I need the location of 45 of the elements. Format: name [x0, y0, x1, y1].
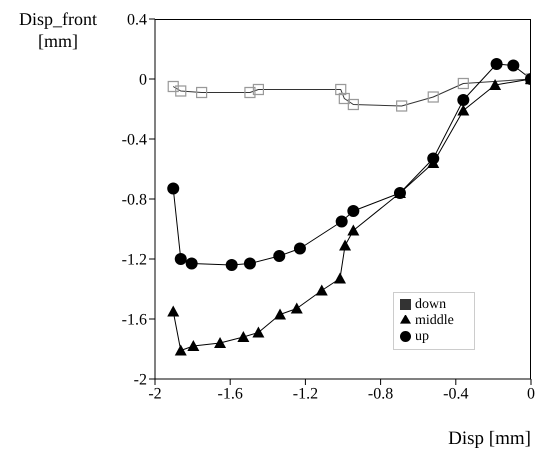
point	[457, 94, 470, 106]
x-tick-label: -0.4	[443, 385, 468, 402]
point	[214, 337, 226, 348]
y-tick-label: -1.2	[122, 252, 147, 269]
point	[507, 60, 520, 72]
point	[334, 272, 346, 284]
point	[273, 250, 286, 262]
point	[290, 302, 303, 314]
legend-label: down	[415, 297, 446, 312]
x-axis-title: Disp [mm]	[448, 428, 531, 450]
point	[187, 340, 200, 351]
x-tick-label: -1.2	[292, 385, 318, 402]
point	[237, 331, 250, 342]
point	[347, 205, 360, 217]
point	[167, 182, 180, 194]
y-tick-label: -0.4	[122, 132, 147, 149]
y-axis-title: Disp_front [mm]	[18, 8, 98, 52]
point	[186, 258, 198, 270]
x-tick-label: -1.6	[218, 385, 243, 402]
y-tick-label: -2	[134, 372, 147, 389]
point	[294, 242, 306, 254]
point	[244, 258, 256, 270]
point	[174, 253, 187, 265]
point	[252, 326, 264, 338]
point	[167, 306, 180, 316]
point	[274, 308, 286, 320]
legend-label: up	[415, 329, 429, 344]
point	[316, 284, 328, 296]
y-tick-label: -1.6	[122, 312, 147, 329]
y-tick-label: -0.8	[122, 192, 147, 209]
x-tick-label: 0	[527, 385, 535, 402]
point	[347, 224, 360, 236]
point	[226, 259, 238, 271]
point	[339, 240, 352, 250]
point	[336, 216, 348, 228]
y-tick-label: 0	[139, 72, 147, 89]
x-tick-label: -0.8	[368, 385, 394, 402]
point	[457, 104, 470, 116]
point	[427, 152, 440, 164]
legend-label: middle	[415, 313, 454, 328]
point	[490, 58, 503, 70]
y-tick-label: 0.4	[127, 12, 147, 29]
point	[174, 344, 187, 356]
x-tick-label: -2	[148, 385, 162, 402]
point	[489, 79, 502, 90]
